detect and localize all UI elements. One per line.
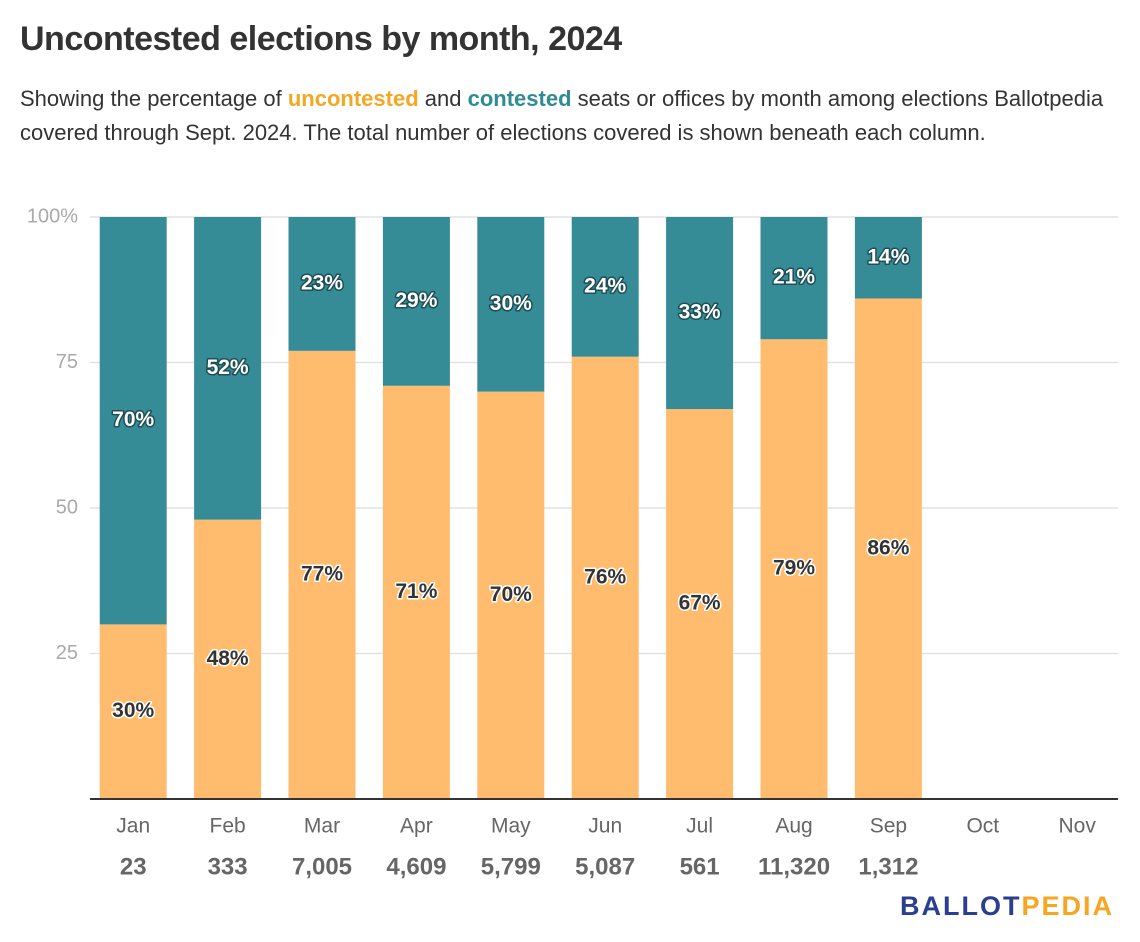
bar-segment xyxy=(194,217,262,520)
bar-segment xyxy=(854,298,922,799)
total-label: 23 xyxy=(120,853,147,880)
subtitle-text: Showing the percentage of xyxy=(20,86,288,111)
x-tick-label: Nov xyxy=(1059,815,1097,838)
x-tick-label: Aug xyxy=(775,815,812,838)
bar-segment xyxy=(571,217,639,357)
total-label: 5,799 xyxy=(481,853,541,880)
bar-segment xyxy=(477,391,545,799)
bar-segment xyxy=(288,217,356,351)
data-label: 52% xyxy=(207,356,249,379)
data-label: 33% xyxy=(679,301,721,324)
total-label: 4,609 xyxy=(386,853,446,880)
data-label: 30% xyxy=(112,699,154,722)
x-tick-label: Mar xyxy=(304,815,340,838)
x-tick-label: Jun xyxy=(588,815,622,838)
total-label: 7,005 xyxy=(292,853,352,880)
data-label: 86% xyxy=(867,536,909,559)
x-tick-label: Jul xyxy=(686,815,713,838)
bar-segment xyxy=(382,385,450,799)
data-label: 71% xyxy=(395,580,437,603)
data-label: 30% xyxy=(490,292,532,315)
total-label: 1,312 xyxy=(858,853,918,880)
total-label: 561 xyxy=(680,853,720,880)
bar-segment xyxy=(99,624,167,799)
x-tick-label: Sep xyxy=(870,815,907,838)
x-tick-label: Jan xyxy=(116,815,150,838)
bar-segment xyxy=(854,217,922,299)
data-label: 29% xyxy=(395,289,437,312)
bar-segment xyxy=(288,350,356,799)
bar-segment xyxy=(477,217,545,392)
bar-segment xyxy=(382,217,450,386)
x-tick-label: May xyxy=(491,815,531,838)
subtitle-text: seats or offices by month among election… xyxy=(20,86,1104,145)
data-label: 67% xyxy=(679,592,721,615)
total-label: 5,087 xyxy=(575,853,635,880)
x-tick-label: Oct xyxy=(966,815,999,838)
data-label: 70% xyxy=(490,583,532,606)
data-label: 21% xyxy=(773,266,815,289)
data-label: 77% xyxy=(301,562,343,585)
logo: BALLOTPEDIA xyxy=(900,891,1114,922)
total-label: 333 xyxy=(208,853,248,880)
bar-segment xyxy=(571,356,639,799)
data-label: 79% xyxy=(773,557,815,580)
data-label: 70% xyxy=(112,408,154,431)
bar-segment xyxy=(760,339,828,799)
total-label: 11,320 xyxy=(758,853,830,880)
data-label: 76% xyxy=(584,565,626,588)
bar-segment xyxy=(194,519,262,799)
bar-segment xyxy=(666,217,734,410)
data-label: 14% xyxy=(867,245,909,268)
bar-segment xyxy=(666,409,734,799)
bar-segment xyxy=(760,217,828,340)
subtitle-text: and xyxy=(418,86,468,111)
subtitle-text: uncontested xyxy=(287,86,419,111)
x-tick-label: Feb xyxy=(210,815,246,838)
y-tick-label: 75 xyxy=(56,351,78,373)
subtitle-text: contested xyxy=(467,86,572,111)
y-tick-label: 100% xyxy=(27,205,78,227)
x-tick-label: Apr xyxy=(400,815,433,838)
chart-subtitle: Showing the percentage of uncontested an… xyxy=(20,82,1120,150)
logo-text: BALLOT xyxy=(899,891,1022,921)
y-tick-label: 25 xyxy=(56,642,78,664)
data-label: 24% xyxy=(584,274,626,297)
data-label: 48% xyxy=(207,647,249,670)
chart-title: Uncontested elections by month, 2024 xyxy=(20,20,622,58)
data-label: 23% xyxy=(301,271,343,294)
bar-segment xyxy=(99,217,167,625)
y-tick-label: 50 xyxy=(56,496,78,518)
logo-text: PEDIA xyxy=(1021,891,1114,921)
